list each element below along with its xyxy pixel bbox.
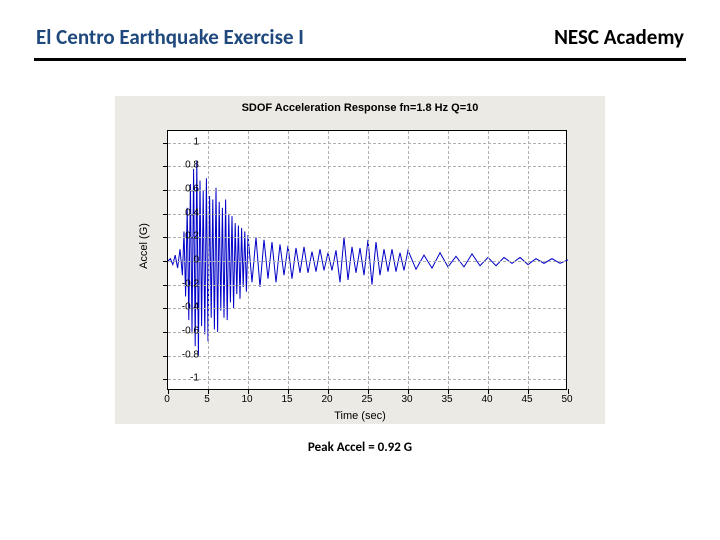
chart-title: SDOF Acceleration Response fn=1.8 Hz Q=1…: [115, 102, 605, 114]
x-tick-label: 5: [204, 394, 210, 405]
gridline-h: [168, 237, 566, 238]
y-tick-label: 1: [169, 136, 199, 147]
header: El Centro Earthquake Exercise I NESC Aca…: [36, 24, 684, 50]
gridline-h: [168, 308, 566, 309]
tick-mark-y: [163, 237, 168, 238]
gridline-v: [528, 131, 529, 389]
tick-mark-y: [163, 356, 168, 357]
gridline-h: [168, 190, 566, 191]
y-tick-label: -0.2: [169, 278, 199, 289]
x-tick-label: 45: [521, 394, 532, 405]
gridline-v: [368, 131, 369, 389]
gridline-h: [168, 379, 566, 380]
y-tick-label: 0.4: [169, 207, 199, 218]
gridline-v: [208, 131, 209, 389]
x-tick-label: 0: [164, 394, 170, 405]
slide-title-left: El Centro Earthquake Exercise I: [36, 24, 304, 50]
gridline-h: [168, 332, 566, 333]
gridline-v: [408, 131, 409, 389]
gridline-h: [168, 285, 566, 286]
peak-caption: Peak Accel = 0.92 G: [0, 440, 720, 455]
slide: El Centro Earthquake Exercise I NESC Aca…: [0, 0, 720, 540]
tick-mark-y: [163, 190, 168, 191]
y-tick-label: -0.8: [169, 349, 199, 360]
y-tick-label: 0.2: [169, 231, 199, 242]
y-tick-label: 0: [169, 255, 199, 266]
plot-area: [167, 130, 567, 390]
tick-mark-y: [163, 214, 168, 215]
gridline-v: [448, 131, 449, 389]
gridline-h: [168, 166, 566, 167]
x-tick-label: 50: [561, 394, 572, 405]
header-rule: [34, 58, 686, 61]
y-tick-label: -0.6: [169, 325, 199, 336]
y-tick-label: 0.8: [169, 160, 199, 171]
y-tick-label: 0.6: [169, 184, 199, 195]
x-tick-label: 15: [281, 394, 292, 405]
tick-mark-y: [163, 261, 168, 262]
x-tick-label: 10: [241, 394, 252, 405]
x-tick-label: 35: [441, 394, 452, 405]
y-tick-label: -0.4: [169, 302, 199, 313]
x-tick-label: 40: [481, 394, 492, 405]
gridline-h: [168, 143, 566, 144]
chart-panel: SDOF Acceleration Response fn=1.8 Hz Q=1…: [115, 96, 605, 424]
gridline-v: [488, 131, 489, 389]
tick-mark-y: [163, 308, 168, 309]
tick-mark-y: [163, 166, 168, 167]
slide-title-right: NESC Academy: [554, 24, 684, 50]
gridline-v: [248, 131, 249, 389]
x-axis-label: Time (sec): [115, 410, 605, 422]
y-tick-label: -1: [169, 373, 199, 384]
x-tick-label: 30: [401, 394, 412, 405]
gridline-h: [168, 356, 566, 357]
gridline-v: [328, 131, 329, 389]
gridline-h: [168, 214, 566, 215]
gridline-h: [168, 261, 566, 262]
tick-mark-y: [163, 332, 168, 333]
tick-mark-y: [163, 285, 168, 286]
x-tick-label: 25: [361, 394, 372, 405]
x-tick-label: 20: [321, 394, 332, 405]
gridline-v: [288, 131, 289, 389]
tick-mark-y: [163, 379, 168, 380]
y-axis-label: Accel (G): [138, 223, 150, 269]
tick-mark-y: [163, 143, 168, 144]
